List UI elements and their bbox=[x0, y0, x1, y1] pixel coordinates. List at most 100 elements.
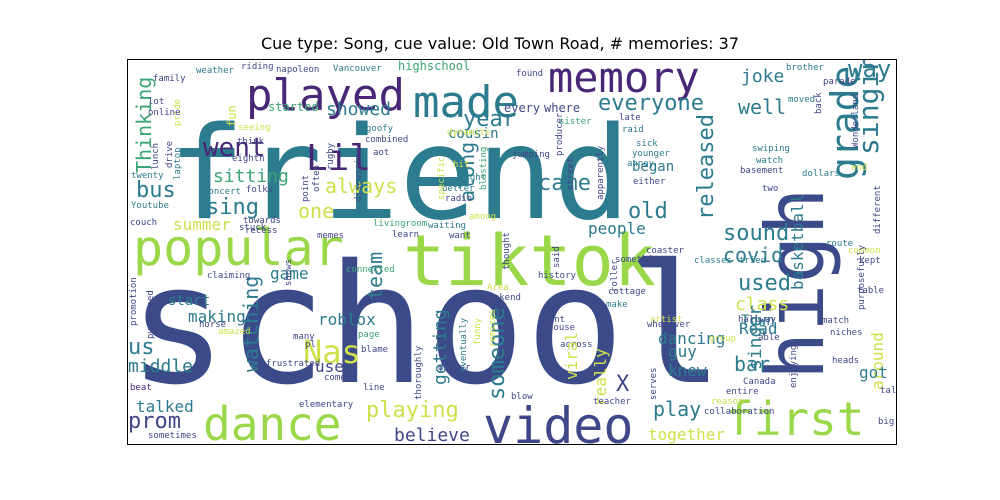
word-house: house bbox=[548, 323, 575, 333]
word-funny: funny bbox=[473, 317, 483, 345]
word-covid: covid bbox=[723, 243, 783, 267]
word-whenever: whenever bbox=[647, 320, 691, 330]
word-start: start bbox=[168, 293, 210, 309]
word-better: better bbox=[442, 184, 475, 194]
word-started: started bbox=[268, 100, 319, 114]
word-pride: pride bbox=[173, 99, 183, 126]
word-sitting: sitting bbox=[213, 166, 289, 187]
word-canada: Canada bbox=[743, 377, 776, 387]
word-combined: combined bbox=[365, 135, 408, 145]
word-two: two bbox=[762, 184, 778, 194]
word-jumping: jumping bbox=[512, 150, 550, 160]
word-discussion: discussion bbox=[354, 148, 364, 202]
word-end: end bbox=[851, 163, 867, 173]
word-folks: folks bbox=[246, 185, 273, 195]
word-recess: recess bbox=[245, 226, 278, 236]
word-eighth: eighth bbox=[232, 154, 265, 164]
word-road: Road bbox=[739, 319, 778, 338]
word-cousin: cousin bbox=[448, 126, 499, 142]
word-want: want bbox=[449, 231, 471, 241]
word-blow: blow bbox=[511, 392, 533, 402]
word-history: history bbox=[538, 271, 577, 281]
word-comes: comes bbox=[324, 373, 351, 383]
word-producer: producer bbox=[555, 112, 565, 156]
word-around: around bbox=[868, 332, 887, 390]
word-friend: friend bbox=[168, 100, 630, 249]
word-everyone: everyone bbox=[598, 91, 704, 116]
word-thinking: Thinking bbox=[132, 77, 156, 173]
word-used: used bbox=[738, 271, 791, 296]
word-nas: Nas bbox=[303, 333, 361, 371]
word-weekend: weekend bbox=[483, 293, 521, 303]
word-talked: talked bbox=[136, 397, 194, 416]
word-believe: believe bbox=[394, 425, 470, 445]
word-thoroughly: thoroughly bbox=[414, 345, 424, 400]
word-began: began bbox=[632, 159, 674, 175]
word-sound: sound bbox=[723, 221, 789, 246]
word-played: played bbox=[246, 70, 405, 121]
word-pl: pl bbox=[305, 340, 316, 350]
word-late: late bbox=[619, 113, 641, 123]
word-claiming: claiming bbox=[207, 271, 250, 281]
word-sometimes: sometimes bbox=[148, 431, 197, 441]
word-high: high bbox=[749, 187, 842, 380]
word-weather: weather bbox=[196, 66, 235, 76]
word-school: school bbox=[128, 229, 724, 421]
word-online: online bbox=[148, 108, 181, 118]
word-rugby: rugby bbox=[326, 142, 336, 170]
word-lot: lot bbox=[148, 97, 164, 107]
word-page: page bbox=[358, 330, 380, 340]
word-lunch: lunch bbox=[151, 143, 161, 170]
word-blasting: blasting bbox=[479, 147, 489, 190]
word-street: street bbox=[566, 157, 576, 190]
word-laptop: laptop bbox=[173, 147, 183, 180]
word-video: video bbox=[483, 397, 634, 445]
word-basement: basement bbox=[740, 166, 783, 176]
word-artist: artist bbox=[650, 315, 683, 325]
word-first: first bbox=[726, 392, 864, 445]
word-bar: bar bbox=[734, 352, 770, 376]
word-cottage: cottage bbox=[608, 287, 646, 297]
word-table: table bbox=[857, 286, 884, 296]
word-released: released bbox=[694, 114, 719, 220]
word-always: always bbox=[325, 174, 397, 198]
word-route: route bbox=[826, 239, 853, 249]
word-learn: learn bbox=[392, 230, 419, 240]
word-reason: reason bbox=[711, 397, 744, 407]
word-vancouver: Vancouver bbox=[333, 64, 382, 74]
word-heads: heads bbox=[832, 356, 859, 366]
word-came: came bbox=[538, 171, 591, 196]
word-showed: showed bbox=[326, 99, 391, 120]
word-where: where bbox=[544, 101, 580, 115]
word-making: making bbox=[188, 307, 246, 326]
word-viral: viral bbox=[562, 332, 581, 380]
word-roller: roller bbox=[610, 259, 620, 292]
word-remixes: remixes bbox=[488, 309, 498, 347]
word-frustrated: frustrated bbox=[266, 359, 320, 369]
word-serves: serves bbox=[649, 367, 659, 400]
word-summer: summer bbox=[173, 215, 231, 234]
word-kept: kept bbox=[859, 256, 881, 266]
word-playing: playing bbox=[366, 398, 459, 423]
word-purchased: purchased bbox=[146, 290, 156, 339]
word-shows: shows bbox=[284, 259, 294, 286]
word-dynamite: dynamite bbox=[447, 128, 490, 138]
word-make: make bbox=[606, 300, 628, 310]
word-point: point bbox=[301, 175, 311, 202]
word-area: Area bbox=[487, 283, 509, 293]
word-drive: drive bbox=[165, 141, 175, 168]
word-way: way bbox=[848, 60, 891, 83]
word-every: every bbox=[504, 101, 540, 115]
word-team: team bbox=[363, 252, 387, 300]
word-eventually: eventually bbox=[459, 317, 469, 372]
word-said: said bbox=[552, 246, 562, 268]
word-middle: middle bbox=[128, 356, 193, 377]
word-year: year bbox=[463, 107, 516, 132]
word-dance: dance bbox=[203, 397, 341, 445]
word-among: among bbox=[469, 212, 496, 222]
word-hit: hit bbox=[453, 160, 469, 170]
word-someone: someone bbox=[485, 307, 510, 400]
word-x: X bbox=[616, 372, 630, 397]
word-found: found bbox=[516, 69, 543, 79]
word-talking: talking bbox=[880, 386, 897, 396]
